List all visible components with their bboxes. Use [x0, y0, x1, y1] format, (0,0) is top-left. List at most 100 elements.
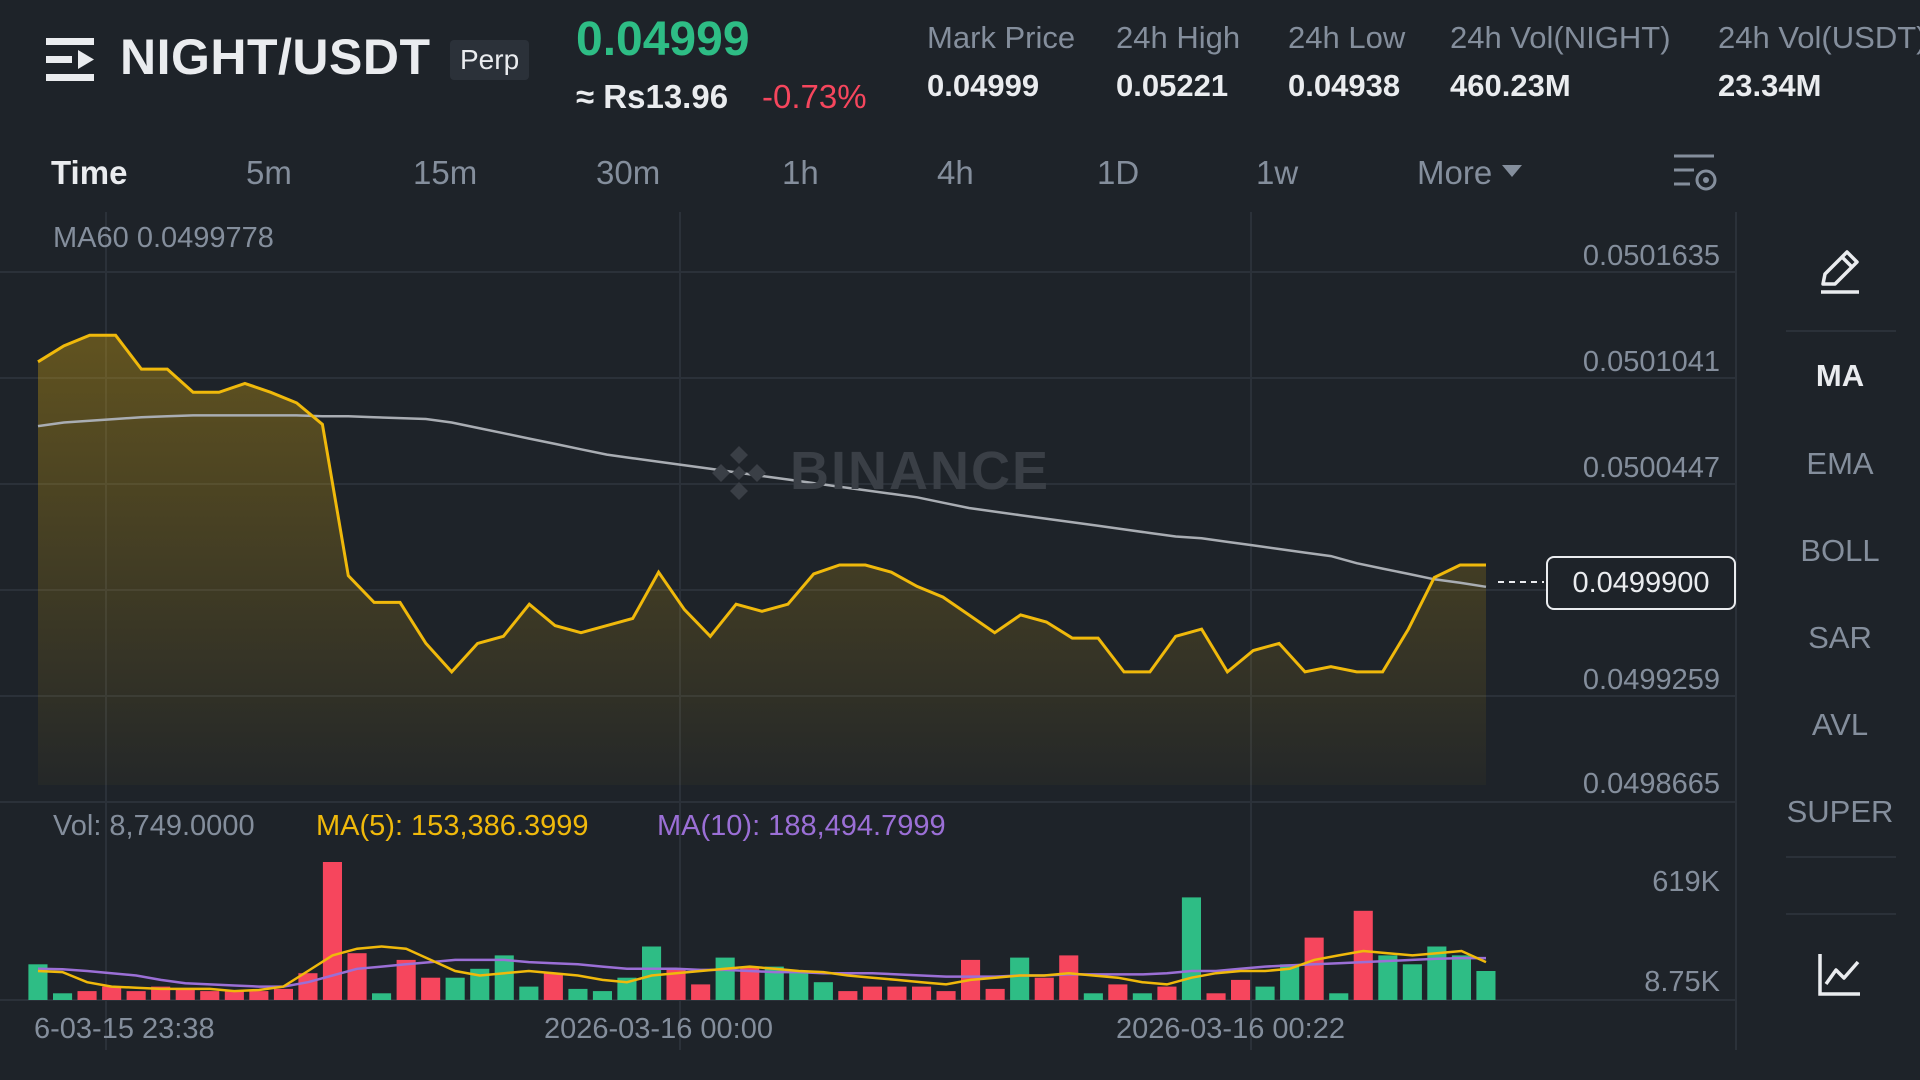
- contract-type-badge: Perp: [450, 40, 530, 80]
- volume-bar: [691, 984, 711, 1000]
- tab-5m[interactable]: 5m: [246, 154, 292, 191]
- volume-bar: [1157, 986, 1177, 1000]
- low-24h-label: 24h Low: [1288, 20, 1406, 55]
- volume-bar: [224, 991, 244, 1000]
- time-tick: 2026-03-16 00:22: [1116, 1013, 1345, 1045]
- volume-bar: [764, 966, 784, 1000]
- volume-bar: [1010, 957, 1030, 1000]
- low-24h-value: 0.04938: [1288, 68, 1401, 103]
- volume-ma10-legend: MA(10): 188,494.7999: [657, 810, 946, 842]
- volume-tick-min: 8.75K: [1644, 966, 1720, 998]
- menu-icon[interactable]: [46, 34, 98, 86]
- volume-bar: [715, 957, 735, 1000]
- price-tick: 0.0500447: [1582, 452, 1720, 484]
- chart-settings-icon[interactable]: [1670, 150, 1720, 200]
- volume-bar: [936, 991, 956, 1000]
- side-panel-divider: [1786, 856, 1896, 858]
- tab-30m[interactable]: 30m: [596, 154, 661, 191]
- mark-price-label: Mark Price: [927, 20, 1076, 55]
- volume-bar: [1206, 993, 1226, 1000]
- exchange-watermark: BINANCE: [790, 441, 1051, 501]
- tab-4h[interactable]: 4h: [937, 154, 974, 191]
- volume-bar: [568, 988, 588, 1000]
- vol-base-24h-label: 24h Vol(NIGHT): [1450, 20, 1671, 55]
- last-price: 0.04999: [576, 13, 750, 66]
- indicator-boll[interactable]: BOLL: [1800, 533, 1880, 568]
- time-tick: 6-03-15 23:38: [34, 1013, 215, 1045]
- volume-bar: [740, 966, 760, 1000]
- pencil-icon[interactable]: [1815, 246, 1865, 296]
- volume-legend: Vol: 8,749.0000: [53, 810, 255, 842]
- volume-bar: [445, 977, 465, 1000]
- price-tick: 0.0499259: [1582, 664, 1720, 696]
- volume-bar: [543, 973, 563, 1000]
- high-24h-value: 0.05221: [1116, 68, 1229, 103]
- volume-bar: [347, 953, 367, 1000]
- price-tick: 0.0501635: [1582, 240, 1720, 272]
- indicator-super[interactable]: SUPER: [1786, 794, 1894, 829]
- volume-bar: [887, 986, 907, 1000]
- indicator-sar[interactable]: SAR: [1808, 620, 1872, 655]
- volume-bar: [1083, 993, 1103, 1000]
- volume-bar: [642, 946, 662, 1000]
- vol-base-24h-value: 460.23M: [1450, 68, 1571, 103]
- side-panel-divider: [1786, 913, 1896, 915]
- volume-bar: [1231, 979, 1251, 1000]
- tab-more-label: More: [1417, 154, 1493, 191]
- vol-quote-24h-label: 24h Vol(USDT): [1718, 20, 1920, 55]
- indicator-ema[interactable]: EMA: [1806, 446, 1874, 481]
- vol-quote-24h-value: 23.34M: [1718, 68, 1822, 103]
- price-line: [37, 333, 1486, 675]
- volume-ma10-line: [37, 956, 1486, 988]
- volume-bar: [912, 986, 932, 1000]
- price-tick: 0.0498665: [1582, 768, 1720, 800]
- ma60-legend: MA60 0.0499778: [53, 222, 274, 254]
- current-price-label: 0.0499900: [1546, 556, 1736, 610]
- line-chart-icon[interactable]: [1816, 950, 1864, 998]
- volume-bar: [1132, 993, 1152, 1000]
- price-change-percent: -0.73%: [762, 78, 867, 115]
- tab-time[interactable]: Time: [51, 154, 128, 191]
- volume-bar: [322, 862, 342, 1000]
- volume-bar: [1329, 993, 1349, 1000]
- volume-bar: [789, 971, 809, 1000]
- side-panel-divider: [1786, 330, 1896, 332]
- price-area-fill: [38, 335, 1486, 785]
- tab-1w[interactable]: 1w: [1256, 154, 1299, 191]
- volume-bar: [1255, 986, 1275, 1000]
- tab-1d[interactable]: 1D: [1097, 154, 1140, 191]
- volume-bar: [862, 986, 882, 1000]
- indicator-ma[interactable]: MA: [1815, 358, 1865, 393]
- volume-bar: [666, 968, 686, 1000]
- volume-bar: [102, 986, 122, 1000]
- volume-bar: [813, 982, 833, 1000]
- volume-bar: [372, 993, 392, 1000]
- volume-bar: [273, 988, 293, 1000]
- time-tick: 2026-03-16 00:00: [544, 1013, 773, 1045]
- indicator-avl[interactable]: AVL: [1811, 707, 1869, 742]
- trading-pair-title[interactable]: NIGHT/USDT: [120, 29, 431, 85]
- volume-bar: [592, 991, 612, 1000]
- volume-bar: [298, 973, 318, 1000]
- volume-bar: [1304, 937, 1324, 1000]
- volume-bar: [77, 991, 97, 1000]
- volume-bar: [470, 968, 490, 1000]
- volume-bar: [985, 988, 1005, 1000]
- volume-bar: [1181, 897, 1201, 1000]
- volume-bar: [175, 988, 195, 1000]
- volume-bars: [28, 862, 1496, 1000]
- volume-bar: [1034, 977, 1054, 1000]
- volume-bar: [1353, 910, 1373, 1000]
- tab-more[interactable]: More: [1417, 154, 1523, 192]
- price-tick: 0.0501041: [1582, 346, 1720, 378]
- volume-bar: [421, 977, 441, 1000]
- volume-bar: [28, 964, 48, 1000]
- volume-ma5-line: [37, 945, 1487, 993]
- tab-15m[interactable]: 15m: [413, 154, 478, 191]
- tab-1h[interactable]: 1h: [782, 154, 819, 191]
- volume-bar: [617, 977, 637, 1000]
- volume-bar: [249, 991, 269, 1000]
- volume-bar: [53, 993, 73, 1000]
- volume-bar: [1108, 984, 1128, 1000]
